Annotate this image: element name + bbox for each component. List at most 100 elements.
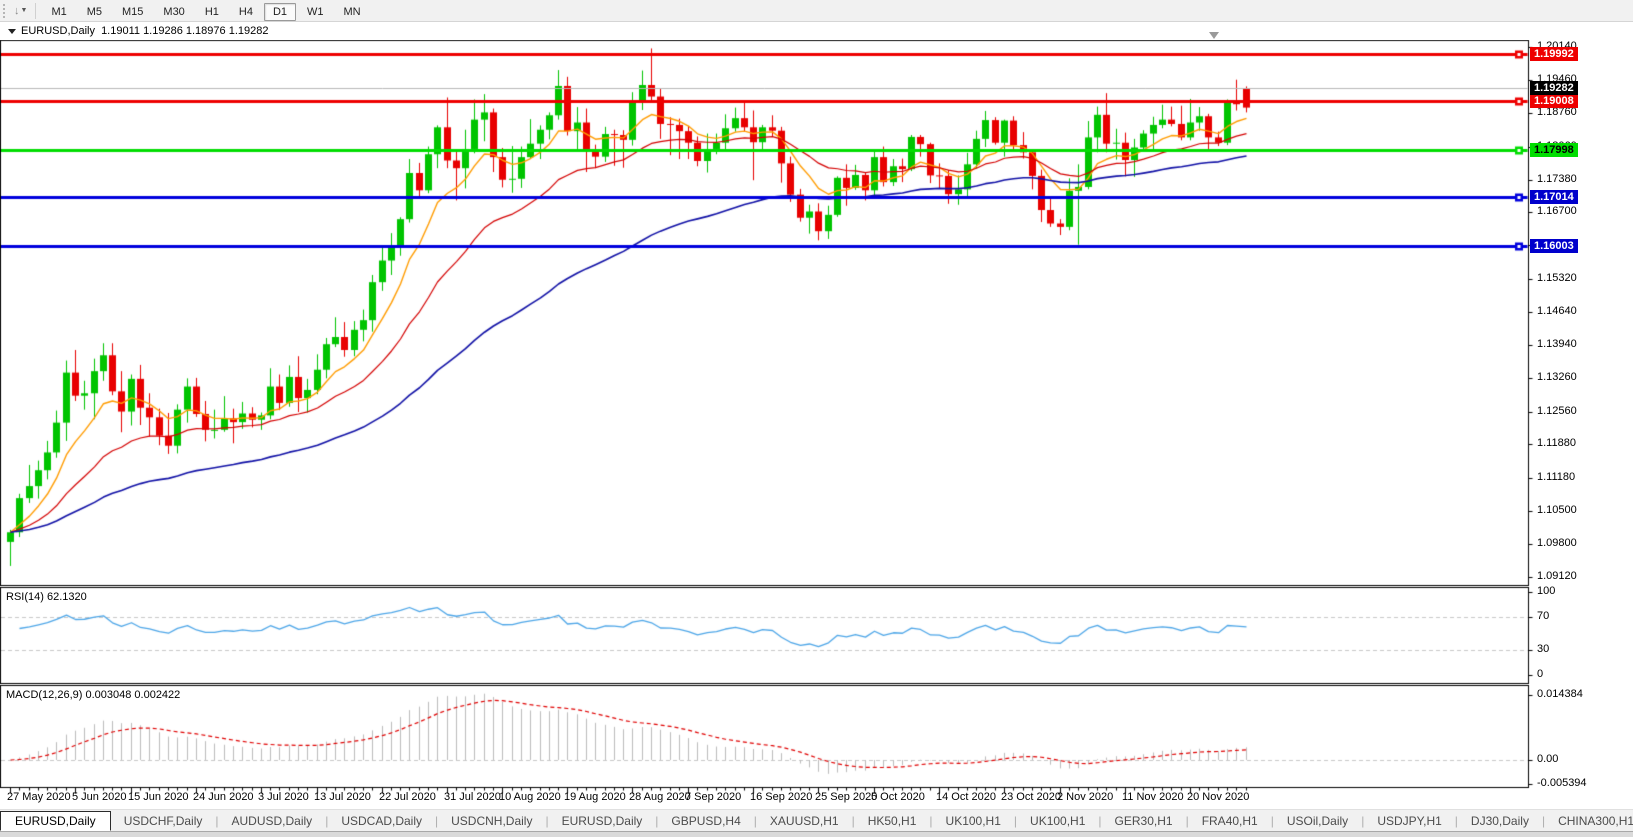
y-axis-label: 1.13260 [1537,370,1577,383]
x-axis-label: 31 Jul 2020 [444,791,501,803]
chart-tab-usdcad-daily[interactable]: USDCAD,Daily [341,814,422,828]
timeframe-h1[interactable]: H1 [204,5,219,18]
x-axis-label: 20 Nov 2020 [1187,791,1250,803]
tab-separator: | [215,814,219,828]
tab-separator: | [851,814,855,828]
y-axis-label: 1.17380 [1537,172,1577,185]
tab-separator: | [1185,814,1189,828]
chart-tab-usdchf-daily[interactable]: USDCHF,Daily [123,814,203,828]
rsi-axis-label: 0 [1537,668,1544,680]
current-price-label: 1.19282 [1530,81,1578,95]
timeframe-m5[interactable]: M5 [86,5,102,18]
chart-tab-ger30-h1[interactable]: GER30,H1 [1114,814,1173,828]
y-axis-label: 1.16700 [1537,205,1577,218]
x-axis-label: 19 Aug 2020 [564,791,626,803]
macd-axis-label: 0.00 [1537,753,1559,765]
chevron-down-icon[interactable]: ▼ [20,7,28,14]
x-axis-label: 22 Jul 2020 [379,791,436,803]
chart-tab-usoil-daily[interactable]: USOil,Daily [1286,814,1349,828]
chart-tab-audusd-daily[interactable]: AUDUSD,Daily [231,814,313,828]
timeframe-w1[interactable]: W1 [307,5,324,18]
chart-tab-gbpusd-h4[interactable]: GBPUSD,H4 [671,814,741,828]
status-bar [0,831,1633,837]
x-axis-label: 16 Sep 2020 [750,791,813,803]
tab-separator: | [325,814,329,828]
timeframe-d1[interactable]: D1 [263,2,296,21]
chart-tab-fra40-h1[interactable]: FRA40,H1 [1201,814,1258,828]
y-axis-label: 1.15320 [1537,271,1577,284]
tab-separator: | [545,814,549,828]
macd-axis-label: 0.014384 [1537,688,1583,700]
x-axis-label: 24 Jun 2020 [193,791,254,803]
chart-shift-marker-icon[interactable] [1209,32,1219,39]
price-line-label: 1.16003 [1530,239,1578,253]
x-axis-label: 3 Jul 2020 [258,791,309,803]
chart-tab-usdcnh-daily[interactable]: USDCNH,Daily [451,814,533,828]
toolbar-separator [35,2,37,19]
tab-separator: | [1454,814,1458,828]
y-axis-label: 1.09800 [1537,537,1577,550]
macd-indicator-label: MACD(12,26,9) 0.003048 0.002422 [6,688,181,701]
chart-tab-usdjpy-h1[interactable]: USDJPY,H1 [1377,814,1442,828]
tab-separator: | [753,814,757,828]
timeframe-h4[interactable]: H4 [238,5,253,18]
x-axis-label: 23 Oct 2020 [1001,791,1061,803]
tab-separator: | [1098,814,1102,828]
chart-tab-uk100-h1[interactable]: UK100,H1 [945,814,1001,828]
y-axis-label: 1.11880 [1537,437,1576,450]
y-axis-label: 1.14640 [1537,304,1577,317]
price-line-label: 1.17014 [1530,190,1578,204]
x-axis-label: 5 Oct 2020 [871,791,925,803]
x-axis-label: 10 Aug 2020 [499,791,561,803]
x-axis-label: 13 Jul 2020 [314,791,371,803]
chart-title: EURUSD,Daily 1.19011 1.19286 1.18976 1.1… [8,25,268,37]
x-axis-label: 15 Jun 2020 [128,791,189,803]
tab-separator: | [1013,814,1018,828]
x-axis-label: 5 Jun 2020 [72,791,127,803]
x-axis-label: 28 Aug 2020 [629,791,691,803]
y-axis-label: 1.13940 [1537,338,1577,351]
x-axis-label: 11 Nov 2020 [1122,791,1184,803]
rsi-indicator-label: RSI(14) 62.1320 [6,590,87,603]
toolbar-grip[interactable] [3,3,9,18]
tab-separator: | [1270,814,1274,828]
y-axis-label: 1.18760 [1537,106,1577,119]
chart-tab-china300-h1[interactable]: CHINA300,H1 [1558,814,1633,828]
collapse-triangle-icon[interactable] [8,29,16,34]
chart-tab-bar: EURUSD,Daily USDCHF,Daily | AUDUSD,Daily | US… [0,809,1633,832]
timeframe-buttons: M1 M5 M15 M30 H1 H4 D1 W1 MN [41,2,370,21]
tab-separator: | [929,814,933,828]
cursor-icon[interactable]: ↓ [14,4,20,17]
rsi-axis-label: 100 [1537,585,1556,597]
timeframe-m1[interactable]: M1 [51,5,67,18]
rsi-axis-label: 70 [1537,609,1550,622]
y-axis-label: 1.12560 [1537,404,1577,417]
x-axis-label: 27 May 2020 [7,791,71,803]
chart-tab-dj30-daily[interactable]: DJ30,Daily [1470,814,1529,828]
tab-separator: | [1541,814,1546,828]
price-line-label: 1.19008 [1530,94,1578,108]
chart-title-row: EURUSD,Daily 1.19011 1.19286 1.18976 1.1… [0,21,1633,40]
timeframe-m30[interactable]: M30 [163,5,185,18]
price-line-label: 1.17998 [1530,143,1578,157]
macd-axis-label: -0.005394 [1537,777,1587,790]
y-axis-label: 1.10500 [1537,503,1577,516]
chart-tab-eurusd-daily[interactable]: EURUSD,Daily [0,811,111,831]
x-axis-label: 2 Nov 2020 [1057,791,1114,803]
chart-tab-hk50-h1[interactable]: HK50,H1 [867,814,917,828]
y-axis-label: 1.09120 [1537,570,1577,582]
rsi-axis-label: 30 [1537,643,1550,656]
chart-tab-uk100-h1[interactable]: UK100,H1 [1030,814,1086,828]
tab-separator: | [435,814,439,828]
y-axis-label: 1.11180 [1537,470,1576,483]
timeframe-toolbar: ↓ ▼ M1 M5 M15 M30 H1 H4 D1 W1 MN [0,0,1633,22]
chart-tab-eurusd-daily[interactable]: EURUSD,Daily [561,814,643,828]
x-axis-label: 7 Sep 2020 [685,791,742,803]
tab-separator: | [1361,814,1365,828]
timeframe-m15[interactable]: M15 [122,5,144,18]
chart-tab-xauusd-h1[interactable]: XAUUSD,H1 [769,814,839,828]
price-line-label: 1.19992 [1530,47,1578,61]
timeframe-mn[interactable]: MN [343,5,361,18]
